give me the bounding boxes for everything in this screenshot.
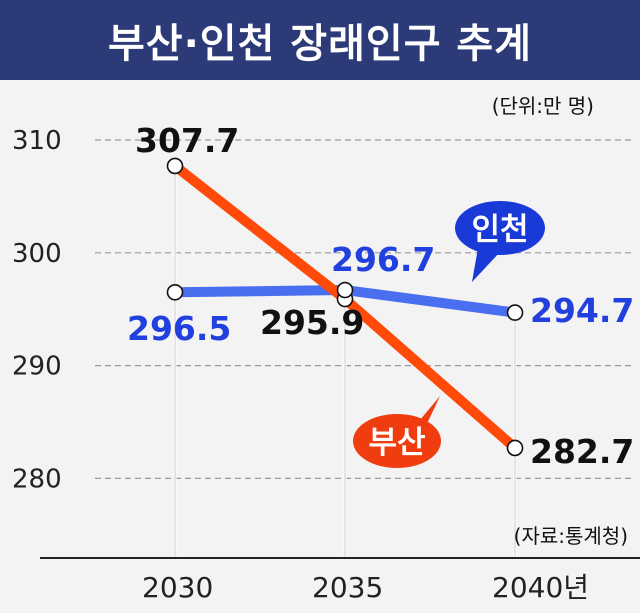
y-tick-label: 300	[12, 239, 62, 269]
data-label-busan: 307.7	[135, 121, 239, 160]
data-label-incheon: 296.5	[127, 309, 231, 348]
chart-title: 부산·인천 장래인구 추계	[107, 21, 533, 67]
legend-bubble-incheon	[455, 201, 545, 255]
legend-bubble-tail-busan	[420, 396, 440, 428]
x-tick-label: 2035	[312, 571, 383, 604]
y-tick-label: 290	[12, 352, 62, 382]
legend-label-incheon: 인천	[471, 212, 528, 248]
legend-bubble-tail-incheon	[472, 248, 500, 282]
y-tick-label: 280	[12, 464, 62, 494]
point-busan	[166, 157, 184, 175]
title-bar: 부산·인천 장래인구 추계	[0, 0, 640, 80]
data-label-incheon: 294.7	[530, 291, 634, 330]
x-tick-label: 2040년	[492, 571, 589, 604]
unit-label: (단위:만 명)	[491, 94, 594, 118]
point-incheon	[166, 283, 184, 301]
point-incheon	[336, 281, 354, 299]
legend-label-busan: 부산	[368, 425, 425, 461]
y-tick-label: 310	[12, 126, 62, 156]
data-label-incheon: 296.7	[331, 240, 435, 279]
plot-area	[0, 80, 640, 613]
x-tick-label: 2030	[142, 571, 213, 604]
point-incheon	[506, 304, 524, 321]
data-label-busan: 282.7	[530, 432, 634, 471]
legend-bubble-busan	[353, 414, 441, 468]
point-busan	[506, 439, 524, 457]
data-label-busan: 295.9	[260, 303, 364, 342]
source-label: (자료:통계청)	[513, 524, 628, 548]
